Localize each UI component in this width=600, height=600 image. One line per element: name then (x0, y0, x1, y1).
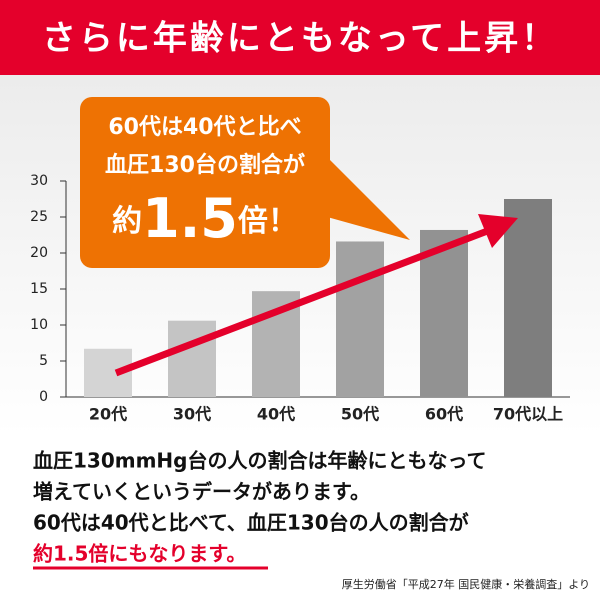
x-tick-label: 40代 (257, 405, 295, 424)
chart-title: さらに年齢にともなって上昇！ (42, 19, 558, 59)
callout-emphasis-part: 倍！ (238, 204, 298, 239)
callout-emphasis: 約1.5倍！ (112, 187, 298, 250)
x-tick-label: 50代 (341, 405, 379, 424)
trend-arrow (114, 226, 492, 377)
callout-box (80, 97, 330, 268)
callout-text: 血圧130台の割合が (105, 152, 305, 178)
y-tick-label: 10 (30, 317, 48, 333)
callout-emphasis-part: 1.5 (142, 187, 238, 250)
caption-line: 血圧130mmHg台の人の割合は年齢にともなって (33, 449, 486, 473)
y-tick-label: 25 (30, 209, 48, 225)
bar (336, 241, 384, 397)
x-tick-label: 60代 (425, 405, 463, 424)
bar (504, 199, 552, 397)
header-band (0, 0, 600, 75)
caption-line: 増えていくというデータがあります。 (33, 480, 370, 504)
y-tick-label: 0 (39, 389, 48, 405)
x-tick-label: 30代 (173, 405, 211, 424)
bar (420, 229, 468, 397)
caption-line: 60代は40代と比べて、血圧130台の人の割合が (33, 511, 469, 535)
source-note: 厚生労働省「平成27年 国民健康・栄養調査」より (342, 577, 590, 591)
y-tick-label: 5 (39, 353, 48, 369)
x-tick-label: 20代 (89, 405, 127, 424)
bar (168, 320, 216, 397)
callout-emphasis-part: 約 (112, 204, 142, 239)
callout-pointer (320, 150, 410, 240)
y-tick-label: 15 (30, 281, 48, 297)
caption-highlight: 約1.5倍にもなります。 (33, 542, 246, 566)
arrow-head (478, 214, 518, 248)
y-tick-label: 30 (30, 173, 48, 189)
x-tick-label: 70代以上 (493, 405, 563, 424)
callout-text: 60代は40代と比べ (108, 115, 301, 140)
y-tick-label: 20 (30, 245, 48, 261)
